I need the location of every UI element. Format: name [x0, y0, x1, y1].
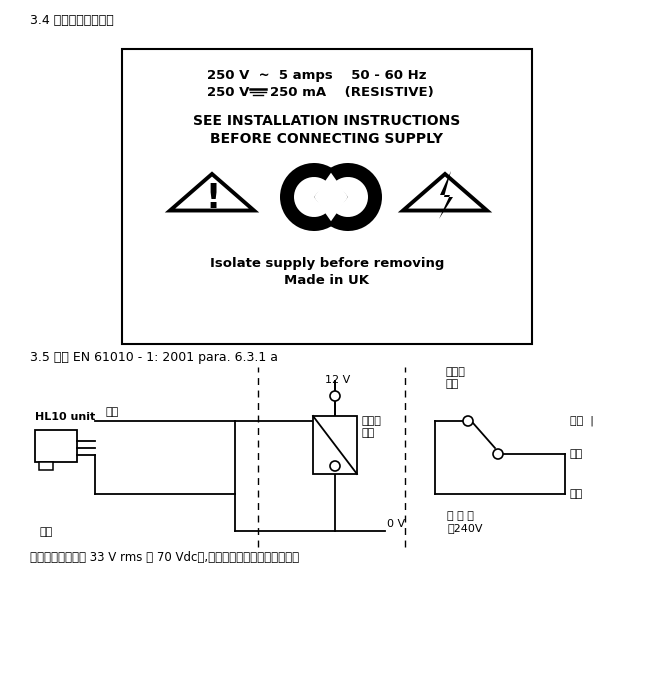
Bar [122, 49, 532, 344]
Bar [35, 430, 77, 462]
Text: SEE INSTALLATION INSTRUCTIONS: SEE INSTALLATION INSTRUCTIONS [193, 114, 461, 128]
Circle shape [463, 416, 473, 426]
Text: 开 关 输
出240V: 开 关 输 出240V [447, 511, 483, 533]
Text: Made in UK: Made in UK [285, 274, 369, 287]
Text: 公共: 公共 [105, 407, 118, 417]
Text: 常闭: 常闭 [570, 489, 583, 499]
Text: 继电器
触点: 继电器 触点 [445, 367, 465, 389]
Bar [39, 462, 53, 470]
Polygon shape [439, 171, 453, 219]
Text: 12 V: 12 V [325, 375, 350, 385]
Text: 当继电器电压超过 33 V rms 或 70 Vdc时,建议微型开关按照上图接线。: 当继电器电压超过 33 V rms 或 70 Vdc时,建议微型开关按照上图接线… [30, 551, 299, 564]
Text: 公共  |: 公共 | [570, 416, 594, 426]
Wedge shape [329, 163, 382, 231]
Wedge shape [335, 177, 368, 217]
Text: 常开: 常开 [40, 527, 53, 537]
Text: 250 V: 250 V [207, 86, 249, 99]
Text: 继电器
线圈: 继电器 线圈 [362, 416, 382, 438]
Text: 250 V  ~  5 amps    50 - 60 Hz: 250 V ~ 5 amps 50 - 60 Hz [207, 69, 426, 82]
Text: HL10 unit: HL10 unit [35, 412, 95, 422]
Bar [313, 416, 357, 474]
Text: 0 V: 0 V [387, 519, 405, 529]
Text: Isolate supply before removing: Isolate supply before removing [210, 257, 444, 270]
Circle shape [330, 391, 340, 401]
Circle shape [330, 461, 340, 471]
Circle shape [493, 449, 503, 459]
Text: 250 mA    (RESISTIVE): 250 mA (RESISTIVE) [270, 86, 433, 99]
Polygon shape [403, 174, 487, 210]
Text: 3.5 按照 EN 61010 - 1: 2001 para. 6.3.1 a: 3.5 按照 EN 61010 - 1: 2001 para. 6.3.1 a [30, 351, 278, 364]
Wedge shape [280, 163, 333, 231]
Text: 3.4 微型开关标签信息: 3.4 微型开关标签信息 [30, 14, 114, 27]
Text: BEFORE CONNECTING SUPPLY: BEFORE CONNECTING SUPPLY [210, 132, 443, 146]
Text: 常开: 常开 [570, 449, 583, 459]
Polygon shape [170, 174, 254, 210]
Text: !: ! [206, 182, 221, 215]
Wedge shape [294, 177, 327, 217]
